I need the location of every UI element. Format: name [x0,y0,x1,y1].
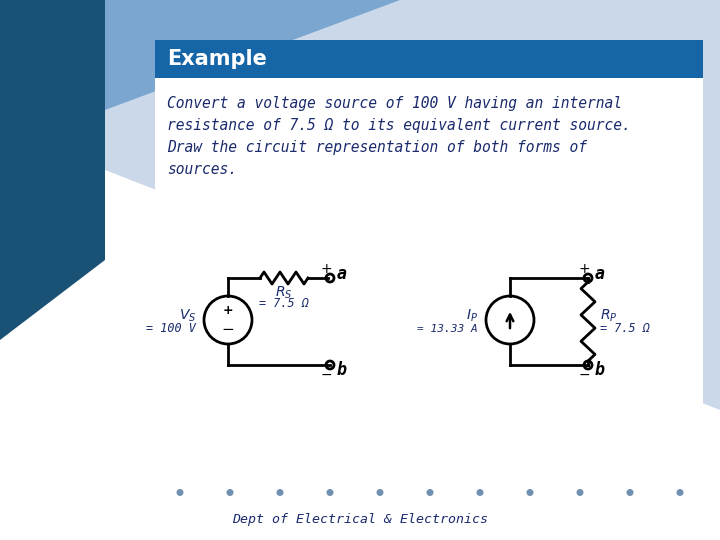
Circle shape [526,489,534,496]
Text: a: a [337,265,347,283]
Text: resistance of 7.5 Ω to its equivalent current source.: resistance of 7.5 Ω to its equivalent cu… [167,118,631,133]
Text: −: − [222,321,235,336]
Text: +: + [320,262,332,276]
Text: = 100 V: = 100 V [146,322,196,335]
FancyBboxPatch shape [155,40,703,455]
Text: a: a [595,265,605,283]
Polygon shape [105,0,400,110]
Text: sources.: sources. [167,162,237,177]
Circle shape [227,489,233,496]
Text: b: b [595,361,605,379]
Text: Example: Example [167,49,267,69]
Text: $I_P$: $I_P$ [466,308,478,324]
Text: +: + [222,305,233,318]
Polygon shape [105,0,720,410]
Circle shape [477,489,484,496]
Text: $R_S$: $R_S$ [275,285,293,301]
Text: Dept of Electrical & Electronics: Dept of Electrical & Electronics [232,514,488,526]
Text: b: b [337,361,347,379]
Text: = 7.5 Ω: = 7.5 Ω [259,297,309,310]
Circle shape [626,489,634,496]
Text: +: + [578,262,590,276]
Text: −: − [320,368,332,382]
Text: $R_P$: $R_P$ [600,308,618,324]
Text: = 7.5 Ω: = 7.5 Ω [600,322,650,335]
Circle shape [377,489,384,496]
Polygon shape [0,0,105,340]
Circle shape [677,489,683,496]
Circle shape [426,489,433,496]
Circle shape [326,489,333,496]
Text: $V_S$: $V_S$ [179,308,196,324]
Circle shape [276,489,284,496]
Text: = 13.33 A: = 13.33 A [418,324,478,334]
Text: Draw the circuit representation of both forms of: Draw the circuit representation of both … [167,140,587,155]
Circle shape [577,489,583,496]
Circle shape [176,489,184,496]
Text: −: − [578,368,590,382]
FancyBboxPatch shape [155,40,703,78]
Text: Convert a voltage source of 100 V having an internal: Convert a voltage source of 100 V having… [167,96,622,111]
